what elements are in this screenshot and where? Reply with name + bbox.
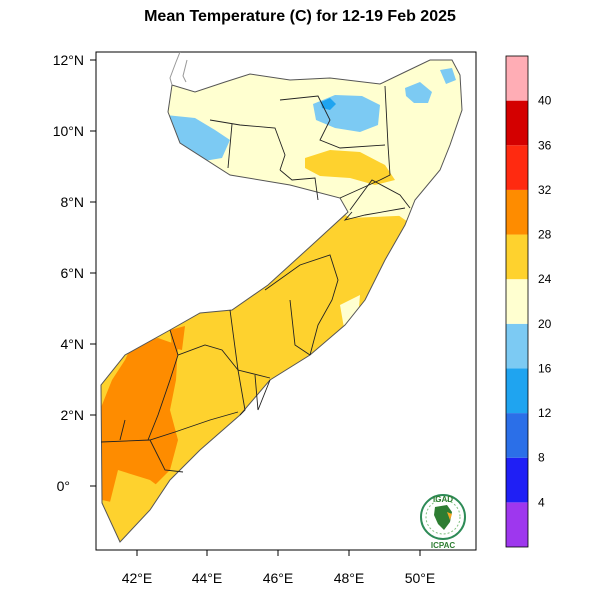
- colorbar-label: 32: [538, 183, 552, 197]
- colorbar-segment: [506, 56, 528, 101]
- lon-label: 44°E: [192, 570, 223, 586]
- lat-label: 6°N: [61, 265, 85, 281]
- map-title: Mean Temperature (C) for 12-19 Feb 2025: [144, 8, 456, 25]
- lat-label: 4°N: [61, 336, 85, 352]
- colorbar-label: 4: [538, 495, 545, 509]
- lat-label: 2°N: [61, 407, 85, 423]
- colorbar-label: 20: [538, 317, 552, 331]
- colorbar-label: 16: [538, 361, 552, 375]
- colorbar-segment: [506, 502, 528, 547]
- somalia-outline: [100, 59, 463, 543]
- colorbar-label: 12: [538, 406, 552, 420]
- colorbar-segment: [506, 323, 528, 369]
- colorbar-label: 28: [538, 228, 552, 242]
- colorbar-segment: [506, 100, 528, 146]
- neighbor-borders: [169, 51, 188, 86]
- logo-bottom-text: ICPAC: [431, 541, 456, 550]
- region-boundaries: [100, 85, 411, 473]
- igad-icpac-logo: IGAD ICPAC: [420, 494, 466, 550]
- lon-label: 46°E: [263, 570, 294, 586]
- lat-label: 8°N: [61, 194, 85, 210]
- lat-label: 10°N: [53, 123, 84, 139]
- colorbar-segment: [506, 145, 528, 190]
- colorbar-label: 36: [538, 138, 552, 152]
- colorbar-segment: [506, 189, 528, 235]
- colorbar-segment: [506, 368, 528, 414]
- colorbar-segment: [506, 457, 528, 503]
- colorbar-border: [505, 55, 529, 548]
- axis-ticks: [90, 59, 421, 556]
- colorbar-label: 24: [538, 272, 552, 286]
- lat-label: 12°N: [53, 52, 84, 68]
- latitude-labels: 12°N 10°N 8°N 6°N 4°N 2°N 0°: [53, 52, 84, 494]
- colorbar: 4 8 12 16 20 24 28 32 36 40: [505, 55, 552, 548]
- logo-top-text: IGAD: [433, 495, 453, 504]
- colorbar-segment: [506, 413, 528, 458]
- lon-label: 42°E: [122, 570, 153, 586]
- lat-label: 0°: [57, 478, 70, 494]
- colorbar-label: 8: [538, 451, 545, 465]
- lon-label: 50°E: [405, 570, 436, 586]
- longitude-labels: 42°E 44°E 46°E 48°E 50°E: [122, 570, 436, 586]
- colorbar-segment: [506, 279, 528, 324]
- lon-label: 48°E: [334, 570, 365, 586]
- colorbar-segment: [506, 234, 528, 280]
- colorbar-label: 40: [538, 94, 552, 108]
